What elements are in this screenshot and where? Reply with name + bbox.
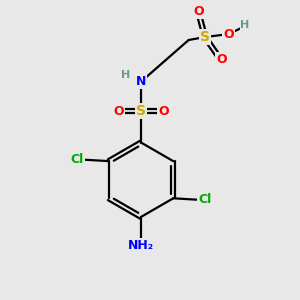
Text: NH₂: NH₂	[128, 239, 154, 252]
Text: O: O	[194, 5, 204, 18]
Text: O: O	[224, 28, 234, 40]
Text: H: H	[121, 70, 130, 80]
Text: Cl: Cl	[70, 153, 84, 166]
Text: O: O	[158, 105, 169, 118]
Text: N: N	[136, 75, 146, 88]
Text: Cl: Cl	[198, 193, 212, 206]
Text: O: O	[113, 105, 124, 118]
Text: H: H	[241, 20, 250, 30]
Text: S: S	[136, 104, 146, 118]
Text: O: O	[216, 53, 226, 66]
Text: S: S	[200, 30, 210, 44]
